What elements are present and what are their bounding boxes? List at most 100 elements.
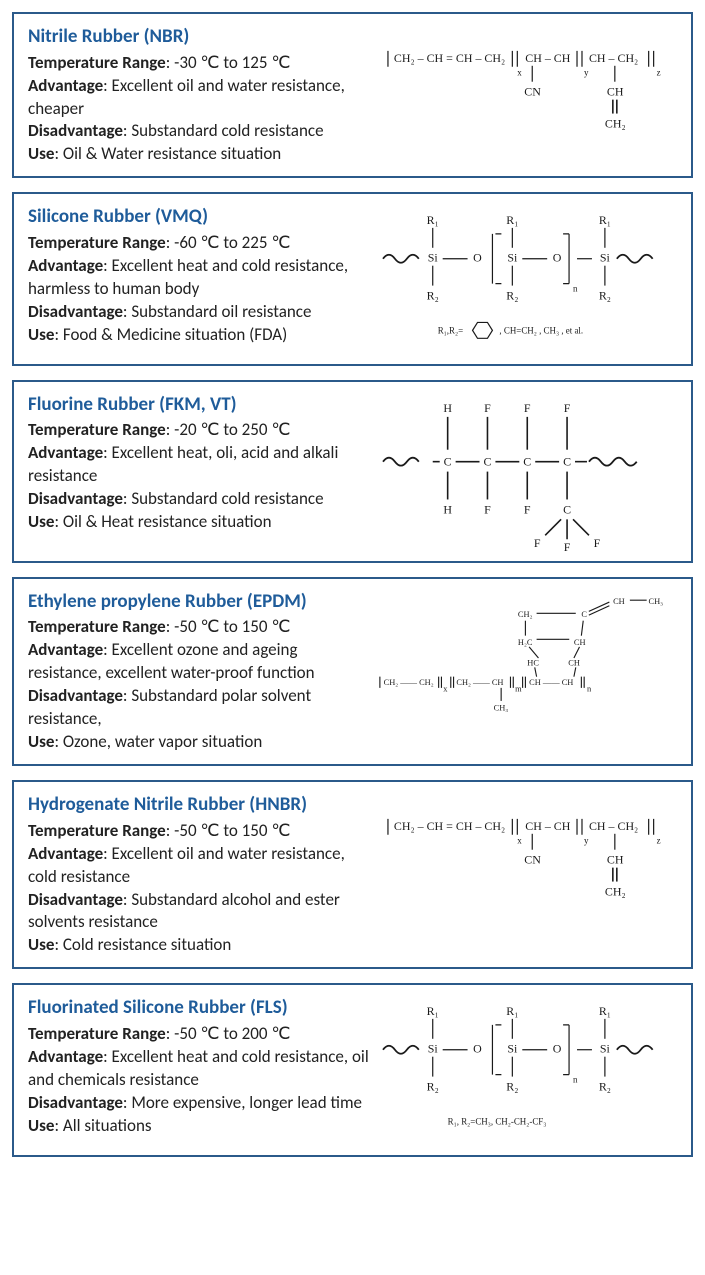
card-adv-row: Advantage: Excellent heat, oli, acid and… (28, 442, 370, 488)
svg-text:R₁: R₁ (507, 1004, 519, 1018)
card-dis-row: Disadvantage: Substandard alcohol and es… (28, 889, 370, 935)
temp-label: Temperature Range (28, 1023, 166, 1044)
svg-text:C: C (564, 454, 572, 468)
svg-text:H: H (444, 400, 453, 414)
dis-label: Disadvantage (28, 120, 123, 141)
card-title: Nitrile Rubber (NBR) (28, 24, 370, 50)
svg-text:F: F (485, 502, 492, 516)
svg-text:R₁: R₁ (507, 213, 519, 227)
use-value: Cold resistance situation (63, 934, 231, 955)
use-value: All situations (63, 1115, 152, 1136)
svg-text:R₁: R₁ (427, 1004, 439, 1018)
svg-text:CH: CH (607, 85, 624, 99)
svg-text:CH: CH (614, 597, 626, 606)
rubber-card: Ethylene propylene Rubber (EPDM)Temperat… (12, 577, 693, 766)
svg-text:C: C (444, 454, 452, 468)
card-adv-row: Advantage: Excellent oil and water resis… (28, 75, 370, 121)
svg-text:O: O (553, 251, 562, 265)
svg-text:CN: CN (525, 85, 542, 99)
svg-text:R₁,R₂=: R₁,R₂= (438, 326, 463, 336)
svg-text:R₂: R₂ (507, 289, 519, 303)
dis-label: Disadvantage (28, 1092, 123, 1113)
card-adv-row: Advantage: Excellent heat and cold resis… (28, 1046, 370, 1092)
use-label: Use (28, 143, 54, 164)
rubber-card: Fluorinated Silicone Rubber (FLS)Tempera… (12, 983, 693, 1156)
svg-text:R₁, R₂=CH₃, CH₂-CH₂-CF₃: R₁, R₂=CH₃, CH₂-CH₂-CF₃ (448, 1117, 547, 1127)
card-info: Fluorine Rubber (FKM, VT)Temperature Ran… (28, 392, 370, 534)
svg-text:R₂: R₂ (599, 1080, 611, 1094)
temp-label: Temperature Range (28, 419, 166, 440)
structure-diagram: H F F F C C C C H F F C F F F (378, 392, 677, 551)
svg-text:R₁: R₁ (599, 1004, 611, 1018)
svg-text:z: z (657, 68, 661, 78)
card-info: Silicone Rubber (VMQ)Temperature Range: … (28, 204, 370, 346)
card-adv-row: Advantage: Excellent ozone and ageing re… (28, 639, 370, 685)
use-label: Use (28, 324, 54, 345)
nbr-structure-icon: CH₂ – CH = CH – CH₂ CH – CH CH – CH₂ x y… (378, 792, 677, 921)
card-info: Nitrile Rubber (NBR)Temperature Range: -… (28, 24, 370, 166)
adv-label: Advantage (28, 75, 103, 96)
adv-label: Advantage (28, 639, 103, 660)
svg-text:CH₂ —— CH: CH₂ —— CH (457, 678, 504, 687)
card-title: Ethylene propylene Rubber (EPDM) (28, 589, 370, 615)
card-adv-row: Advantage: Excellent oil and water resis… (28, 843, 370, 889)
svg-text:O: O (474, 1042, 483, 1056)
fls-structure-icon: R₁ Si R₂ O R₁ Si R₂ O n R₁ Si R₂ R₁, R₂=… (378, 995, 677, 1144)
structure-diagram: CH₂ – CH = CH – CH₂ CH – CH CH – CH₂ x y… (378, 24, 677, 153)
svg-text:n: n (587, 684, 592, 693)
svg-text:CH: CH (574, 638, 586, 647)
card-title: Fluorine Rubber (FKM, VT) (28, 392, 370, 418)
adv-label: Advantage (28, 843, 103, 864)
svg-text:CH₂: CH₂ (518, 610, 533, 619)
structure-diagram: R₁ Si R₂ O R₁ Si R₂ O n R₁ Si R₂ R₁,R₂= … (378, 204, 677, 353)
rubber-card: Nitrile Rubber (NBR)Temperature Range: -… (12, 12, 693, 178)
svg-text:HC: HC (528, 658, 540, 667)
svg-text:R₂: R₂ (599, 289, 611, 303)
svg-text:n: n (574, 284, 579, 294)
svg-text:CH —— CH: CH —— CH (530, 678, 574, 687)
nbr-structure-icon: CH₂ – CH = CH – CH₂ CH – CH CH – CH₂ x y… (378, 24, 677, 153)
card-use-row: Use: Food & Medicine situation (FDA) (28, 324, 370, 347)
card-title: Hydrogenate Nitrile Rubber (HNBR) (28, 792, 370, 818)
svg-text:Si: Si (428, 1042, 439, 1056)
temp-value: -50 ℃ to 200 ℃ (174, 1023, 290, 1044)
svg-text:x: x (444, 684, 449, 693)
svg-text:F: F (594, 536, 601, 550)
svg-text:CH₂: CH₂ (605, 885, 626, 899)
dis-label: Disadvantage (28, 889, 123, 910)
card-use-row: Use: Oil & Heat resistance situation (28, 511, 370, 534)
svg-text:CH₃: CH₃ (649, 597, 664, 606)
svg-text:CH – CH₂: CH – CH₂ (589, 51, 638, 65)
vmq-structure-icon: R₁ Si R₂ O R₁ Si R₂ O n R₁ Si R₂ R₁,R₂= … (378, 204, 677, 353)
svg-text:R₁: R₁ (599, 213, 611, 227)
card-dis-row: Disadvantage: More expensive, longer lea… (28, 1092, 370, 1115)
rubber-card: Hydrogenate Nitrile Rubber (HNBR)Tempera… (12, 780, 693, 969)
card-use-row: Use: Ozone, water vapor situation (28, 731, 370, 754)
svg-text:C: C (564, 502, 572, 516)
use-label: Use (28, 1115, 54, 1136)
use-value: Oil & Water resistance situation (63, 143, 281, 164)
use-label: Use (28, 934, 54, 955)
card-use-row: Use: Cold resistance situation (28, 934, 370, 957)
temp-label: Temperature Range (28, 52, 166, 73)
rubber-card: Fluorine Rubber (FKM, VT)Temperature Ran… (12, 380, 693, 563)
temp-value: -30 ℃ to 125 ℃ (174, 52, 290, 73)
card-info: Fluorinated Silicone Rubber (FLS)Tempera… (28, 995, 370, 1137)
card-temp-row: Temperature Range: -50 ℃ to 150 ℃ (28, 616, 370, 639)
svg-text:C: C (484, 454, 492, 468)
svg-text:CH₂ – CH = CH – CH₂: CH₂ – CH = CH – CH₂ (394, 819, 505, 833)
svg-text:H: H (444, 502, 453, 516)
svg-text:x: x (518, 836, 523, 846)
svg-text:H₂C: H₂C (518, 638, 533, 647)
svg-text:CH₂ – CH = CH – CH₂: CH₂ – CH = CH – CH₂ (394, 51, 505, 65)
svg-text:CH₃: CH₃ (494, 703, 509, 712)
structure-diagram: CH₂ – CH = CH – CH₂ CH – CH CH – CH₂ x y… (378, 792, 677, 921)
svg-text:Si: Si (428, 251, 439, 265)
temp-value: -60 ℃ to 225 ℃ (174, 232, 290, 253)
svg-text:Si: Si (600, 1042, 611, 1056)
svg-text:R₂: R₂ (427, 1080, 439, 1094)
use-value: Oil & Heat resistance situation (63, 511, 272, 532)
temp-label: Temperature Range (28, 232, 166, 253)
use-label: Use (28, 731, 54, 752)
svg-text:n: n (574, 1075, 579, 1085)
